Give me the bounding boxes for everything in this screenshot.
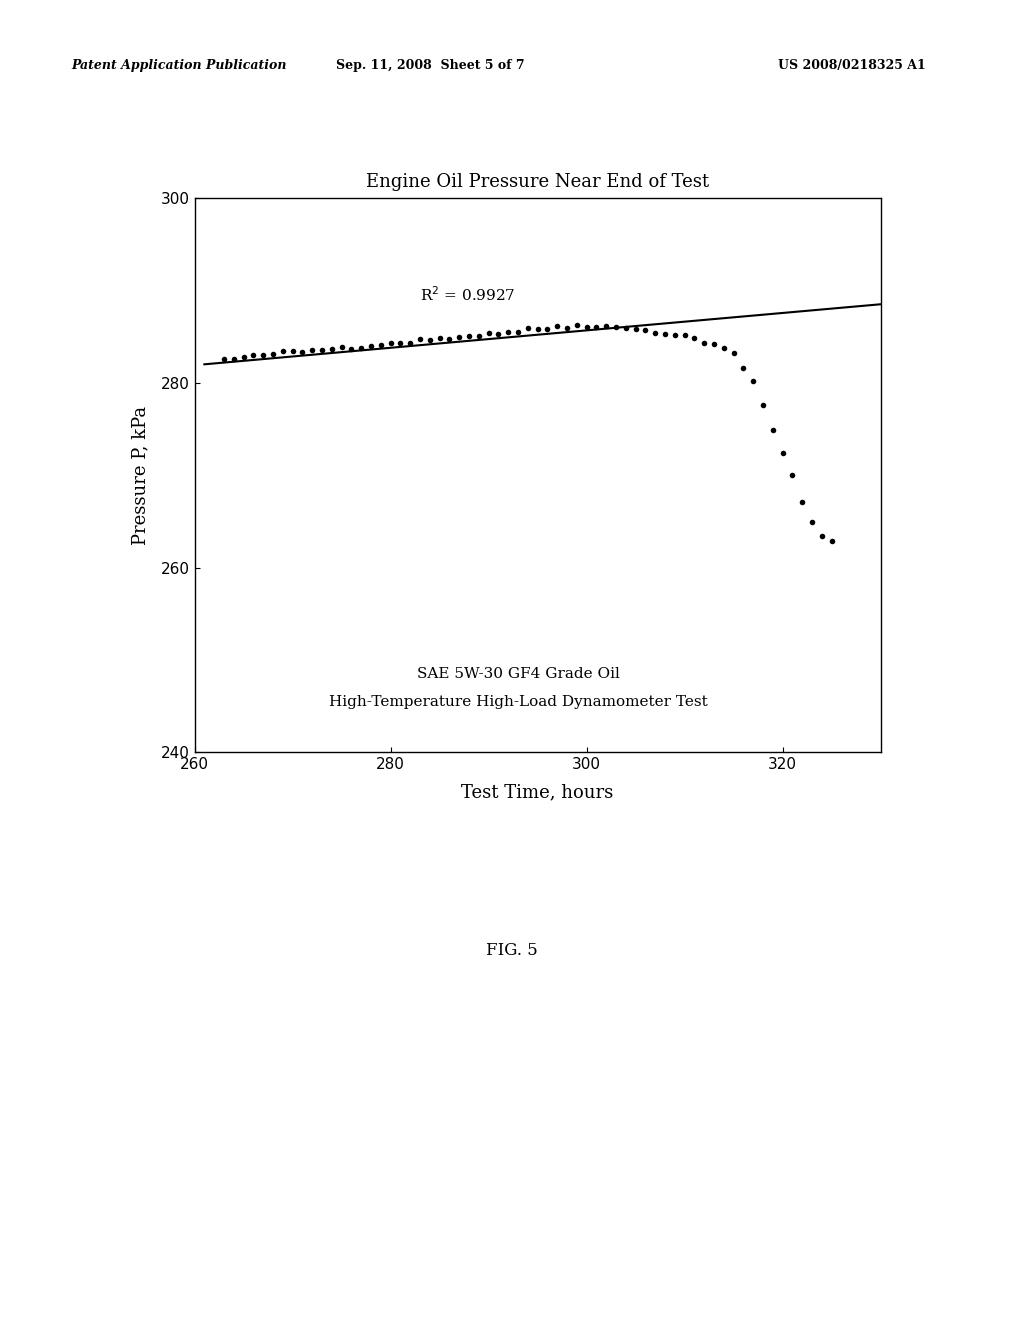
Text: R$^2$ = 0.9927: R$^2$ = 0.9927 [420, 285, 515, 305]
Point [255, 345, 271, 366]
Text: High-Temperature High-Load Dynamometer Test: High-Temperature High-Load Dynamometer T… [329, 694, 708, 709]
Point [784, 465, 801, 486]
Point [265, 343, 282, 364]
Point [696, 333, 713, 354]
Point [412, 329, 428, 350]
Point [382, 333, 398, 354]
Point [549, 315, 565, 337]
Point [628, 318, 644, 339]
Text: Sep. 11, 2008  Sheet 5 of 7: Sep. 11, 2008 Sheet 5 of 7 [336, 59, 524, 73]
Point [735, 358, 752, 379]
Point [422, 329, 438, 350]
Point [794, 491, 810, 512]
Point [716, 338, 732, 359]
Point [774, 442, 791, 463]
Point [529, 318, 546, 339]
Point [313, 339, 330, 360]
Point [579, 317, 595, 338]
X-axis label: Test Time, hours: Test Time, hours [462, 783, 613, 801]
Point [225, 348, 242, 370]
Point [402, 333, 419, 354]
Text: SAE 5W-30 GF4 Grade Oil: SAE 5W-30 GF4 Grade Oil [417, 667, 620, 681]
Point [540, 319, 556, 341]
Point [451, 326, 467, 347]
Point [656, 323, 673, 345]
Point [334, 337, 350, 358]
Point [814, 525, 830, 546]
Point [686, 327, 702, 348]
Point [617, 318, 634, 339]
Point [373, 334, 389, 355]
Point [480, 323, 497, 345]
Point [568, 314, 585, 335]
Point [745, 371, 762, 392]
Point [353, 337, 370, 358]
Point [431, 327, 447, 348]
Point [362, 335, 379, 356]
Point [324, 338, 340, 359]
Point [559, 317, 575, 338]
Point [725, 342, 741, 363]
Point [343, 338, 359, 359]
Point [245, 345, 261, 366]
Point [471, 326, 487, 347]
Point [285, 341, 301, 362]
Point [510, 321, 526, 342]
Point [588, 317, 604, 338]
Point [755, 395, 771, 416]
Point [637, 319, 653, 341]
Point [765, 420, 781, 441]
Text: Patent Application Publication: Patent Application Publication [72, 59, 287, 73]
Point [274, 341, 291, 362]
Point [823, 531, 840, 552]
Y-axis label: Pressure P, kPa: Pressure P, kPa [132, 405, 150, 545]
Point [804, 512, 820, 533]
Point [608, 315, 625, 337]
Point [216, 348, 232, 370]
Point [490, 323, 507, 345]
Point [441, 329, 458, 350]
Point [304, 339, 321, 360]
Text: US 2008/0218325 A1: US 2008/0218325 A1 [778, 59, 926, 73]
Point [294, 342, 310, 363]
Point [500, 322, 516, 343]
Point [598, 315, 614, 337]
Point [647, 322, 664, 343]
Point [677, 325, 693, 346]
Point [667, 325, 683, 346]
Point [461, 325, 477, 346]
Point [706, 333, 722, 354]
Title: Engine Oil Pressure Near End of Test: Engine Oil Pressure Near End of Test [366, 173, 710, 191]
Point [392, 333, 409, 354]
Text: FIG. 5: FIG. 5 [486, 942, 538, 958]
Point [236, 347, 252, 368]
Point [519, 318, 536, 339]
